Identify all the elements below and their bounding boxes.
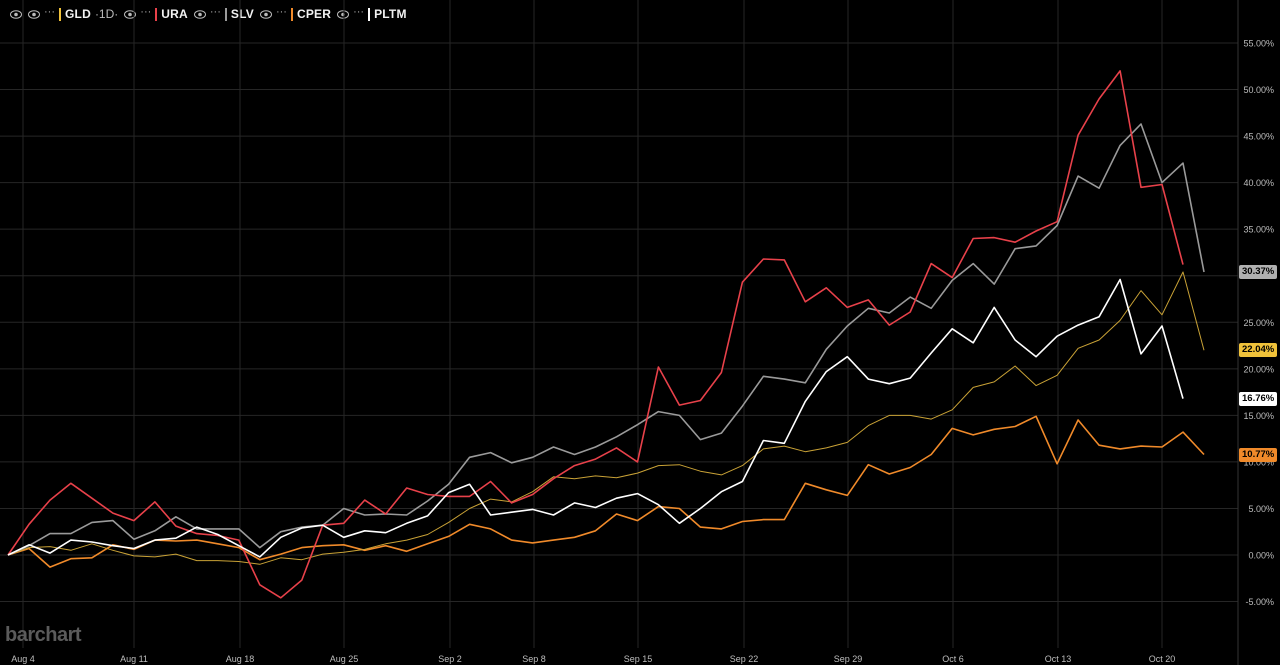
- series-line-slv: [7, 123, 1205, 556]
- x-tick-label: Aug 11: [120, 654, 148, 664]
- series-line-pltm: [7, 278, 1184, 558]
- last-value-tag-cper: 10.77%: [1239, 447, 1278, 462]
- y-tick-label: 20.00%: [1243, 364, 1274, 374]
- barchart-logo: barchart: [5, 624, 82, 646]
- x-tick-label: Sep 8: [522, 654, 546, 664]
- chart-legend: ··· GLD ·1D· ··· URA ··· SLV ··· CPER ··· PLTM: [0, 0, 407, 28]
- more-options-icon[interactable]: ···: [44, 6, 55, 18]
- eye-icon[interactable]: [124, 9, 137, 19]
- more-options-icon[interactable]: ···: [209, 6, 221, 18]
- legend-symbol: SLV: [230, 7, 254, 21]
- x-tick-label: Sep 29: [834, 654, 863, 664]
- legend-symbol: CPER: [296, 7, 332, 21]
- legend-item-ura[interactable]: ··· URA: [124, 6, 188, 21]
- series-color-swatch: [224, 7, 227, 21]
- x-tick-label: Oct 20: [1149, 654, 1176, 664]
- eye-icon[interactable]: [28, 9, 40, 19]
- legend-item-gld[interactable]: ··· GLD ·1D·: [28, 6, 119, 21]
- y-tick-label: 35.00%: [1243, 225, 1274, 235]
- x-tick-label: Aug 25: [330, 654, 359, 664]
- legend-symbol: PLTM: [374, 7, 407, 21]
- legend-symbol: URA: [161, 7, 188, 21]
- y-tick-label: 0.00%: [1248, 551, 1274, 561]
- legend-item-slv[interactable]: ··· SLV: [193, 6, 254, 21]
- y-tick-label: 10.00%: [1243, 457, 1274, 467]
- y-tick-label: 55.00%: [1243, 39, 1274, 49]
- y-tick-label: 45.00%: [1243, 132, 1274, 142]
- y-tick-label: -5.00%: [1245, 597, 1274, 607]
- x-tick-label: Sep 2: [438, 654, 462, 664]
- x-tick-label: Sep 22: [730, 654, 759, 664]
- legend-symbol: GLD: [65, 7, 91, 21]
- y-tick-label: 15.00%: [1243, 411, 1274, 421]
- legend-interval: ·1D·: [94, 7, 119, 21]
- series-color-swatch: [368, 7, 371, 21]
- series-line-gld: [7, 271, 1205, 565]
- eye-icon[interactable]: [259, 9, 272, 19]
- last-value-tag-pltm: 16.76%: [1239, 391, 1278, 406]
- eye-icon[interactable]: [10, 9, 22, 19]
- series-line-cper: [7, 415, 1205, 568]
- y-tick-label: 25.00%: [1243, 318, 1274, 328]
- last-value-tag-slv: 30.37%: [1239, 265, 1278, 280]
- y-tick-label: 5.00%: [1248, 504, 1274, 514]
- y-tick-label: 50.00%: [1243, 85, 1274, 95]
- more-options-icon[interactable]: ···: [353, 6, 365, 18]
- x-tick-label: Oct 6: [942, 654, 964, 664]
- x-tick-label: Sep 15: [624, 654, 653, 664]
- series-line-ura: [7, 70, 1184, 599]
- eye-icon[interactable]: [193, 9, 206, 19]
- y-tick-label: 40.00%: [1243, 178, 1274, 188]
- series-color-swatch: [290, 7, 293, 21]
- x-tick-label: Aug 4: [11, 654, 35, 664]
- x-tick-label: Oct 13: [1045, 654, 1072, 664]
- more-options-icon[interactable]: ···: [275, 6, 287, 18]
- series-color-swatch: [59, 7, 61, 21]
- more-options-icon[interactable]: ···: [140, 6, 152, 18]
- series-color-swatch: [155, 7, 158, 21]
- x-tick-label: Aug 18: [226, 654, 255, 664]
- last-value-tag-gld: 22.04%: [1239, 342, 1278, 357]
- legend-item-cper[interactable]: ··· CPER: [259, 6, 332, 21]
